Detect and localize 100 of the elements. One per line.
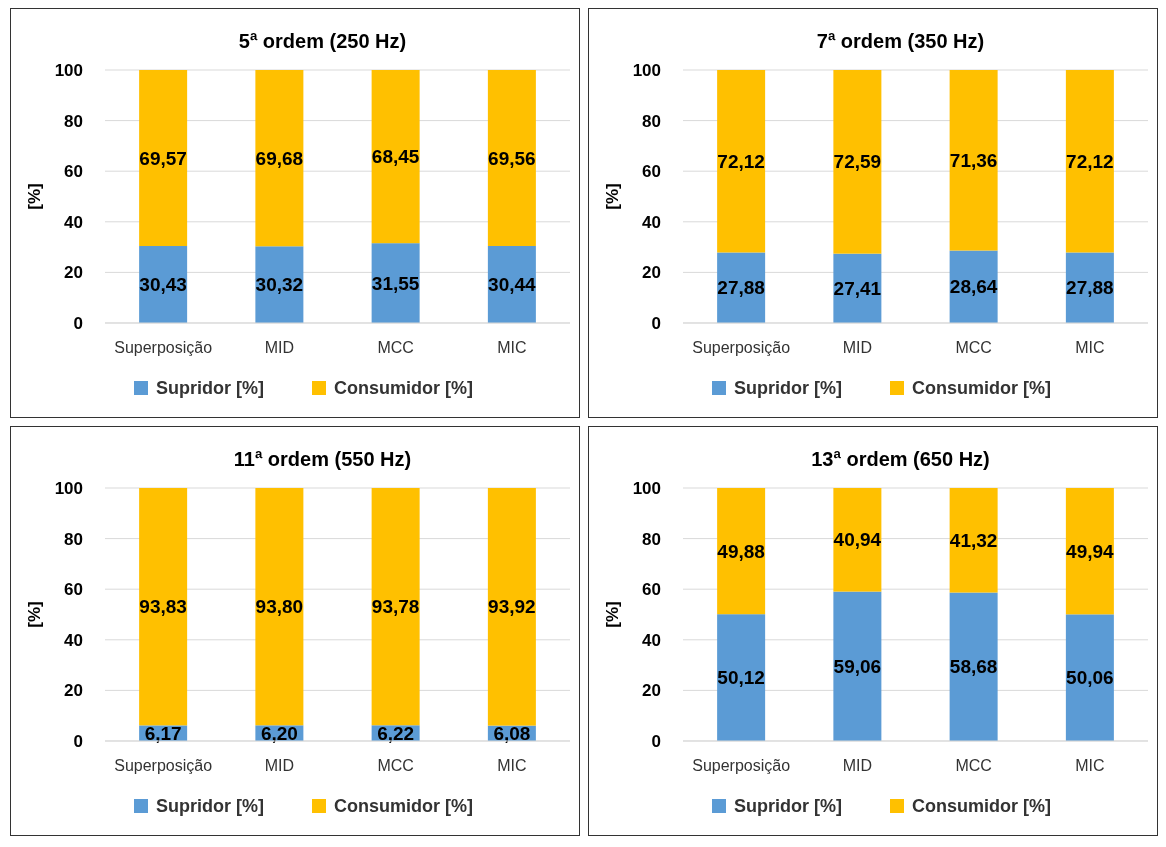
bar <box>833 591 882 741</box>
data-label: 69,68 <box>255 147 304 169</box>
y-tick-label: 80 <box>642 111 661 131</box>
bar <box>717 614 766 741</box>
y-tick-label: 0 <box>73 731 83 751</box>
data-label: 27,88 <box>717 277 765 299</box>
chart-title: 5ª ordem (250 Hz) <box>238 30 407 52</box>
bar <box>255 488 304 726</box>
data-label: 49,88 <box>717 540 765 562</box>
data-label: 69,56 <box>488 147 536 169</box>
x-tick-label: MCC <box>377 757 414 774</box>
y-tick-label: 80 <box>64 529 83 549</box>
bar <box>139 70 188 247</box>
data-label: 93,78 <box>371 596 420 618</box>
data-label: 71,36 <box>949 149 998 171</box>
x-tick-label: MID <box>842 757 873 774</box>
data-label: 6,08 <box>493 722 531 744</box>
x-tick-label: MID <box>842 339 873 356</box>
data-label: 69,57 <box>139 147 187 169</box>
x-tick-label: Superposição <box>114 339 213 356</box>
y-tick-label: 100 <box>632 60 661 80</box>
data-label: 59,06 <box>833 655 882 677</box>
y-axis-title: [%] <box>603 601 622 628</box>
y-tick-label: 60 <box>64 162 83 182</box>
y-tick-label: 100 <box>632 478 661 498</box>
legend-label: Supridor [%] <box>734 796 842 817</box>
data-label: 50,12 <box>717 667 765 689</box>
x-tick-label: MID <box>264 757 295 774</box>
y-tick-label: 80 <box>642 529 661 549</box>
data-label: 30,44 <box>488 274 537 296</box>
data-label: 30,43 <box>139 274 187 296</box>
data-label: 30,32 <box>255 274 304 296</box>
x-tick-label: MID <box>264 339 295 356</box>
data-label: 6,17 <box>144 722 182 744</box>
x-tick-label: Superposição <box>692 757 791 774</box>
bar <box>371 488 420 726</box>
bar <box>371 70 420 244</box>
legend-label: Consumidor [%] <box>912 796 1051 817</box>
data-label: 93,80 <box>255 596 304 618</box>
legend-label: Consumidor [%] <box>334 796 473 817</box>
y-tick-label: 20 <box>64 681 83 701</box>
y-tick-label: 20 <box>642 263 661 283</box>
data-label: 93,83 <box>139 596 187 618</box>
chart-title: 7ª ordem (350 Hz) <box>816 30 985 52</box>
data-label: 68,45 <box>371 146 420 168</box>
data-label: 31,55 <box>371 272 420 294</box>
y-tick-label: 100 <box>54 478 83 498</box>
y-tick-label: 40 <box>64 630 83 650</box>
y-tick-label: 60 <box>64 580 83 600</box>
data-label: 72,12 <box>717 150 765 172</box>
y-tick-label: 0 <box>651 313 661 333</box>
bar <box>717 70 766 253</box>
y-tick-label: 60 <box>642 162 661 182</box>
bar <box>1065 614 1114 741</box>
y-tick-label: 40 <box>64 212 83 232</box>
y-tick-label: 40 <box>642 630 661 650</box>
data-label: 6,22 <box>377 722 415 744</box>
bar <box>949 70 998 251</box>
x-tick-label: MIC <box>1075 757 1105 774</box>
legend-label: Supridor [%] <box>734 378 842 399</box>
legend-label: Supridor [%] <box>156 378 264 399</box>
x-tick-label: MCC <box>955 757 992 774</box>
x-tick-label: MCC <box>377 339 414 356</box>
data-label: 49,94 <box>1066 540 1115 562</box>
bar <box>833 70 882 254</box>
data-label: 72,12 <box>1066 150 1114 172</box>
bar <box>1065 70 1114 253</box>
y-tick-label: 100 <box>54 60 83 80</box>
data-label: 72,59 <box>833 151 882 173</box>
chart-title: 11ª ordem (550 Hz) <box>233 448 412 470</box>
x-tick-label: MCC <box>955 339 992 356</box>
y-axis-title: [%] <box>25 183 44 210</box>
y-axis-title: [%] <box>603 183 622 210</box>
legend-label: Consumidor [%] <box>912 378 1051 399</box>
x-tick-label: Superposição <box>692 339 791 356</box>
x-tick-label: MIC <box>497 339 527 356</box>
bar <box>949 488 998 593</box>
data-label: 28,64 <box>949 276 998 298</box>
data-label: 58,68 <box>949 656 998 678</box>
x-tick-label: MIC <box>497 757 527 774</box>
bar <box>1065 488 1114 615</box>
data-label: 27,41 <box>833 277 882 299</box>
y-tick-label: 20 <box>64 263 83 283</box>
y-tick-label: 0 <box>651 731 661 751</box>
y-tick-label: 80 <box>64 111 83 131</box>
data-label: 93,92 <box>488 596 536 618</box>
data-label: 27,88 <box>1066 277 1114 299</box>
bar <box>487 488 536 726</box>
bar <box>255 70 304 247</box>
y-tick-label: 60 <box>642 580 661 600</box>
y-tick-label: 40 <box>642 212 661 232</box>
legend-label: Consumidor [%] <box>334 378 473 399</box>
data-label: 6,20 <box>260 722 298 744</box>
legend-label: Supridor [%] <box>156 796 264 817</box>
bar <box>833 488 882 592</box>
bar <box>949 592 998 741</box>
bar <box>487 70 536 246</box>
y-tick-label: 20 <box>642 681 661 701</box>
data-label: 41,32 <box>949 529 998 551</box>
y-tick-label: 0 <box>73 313 83 333</box>
